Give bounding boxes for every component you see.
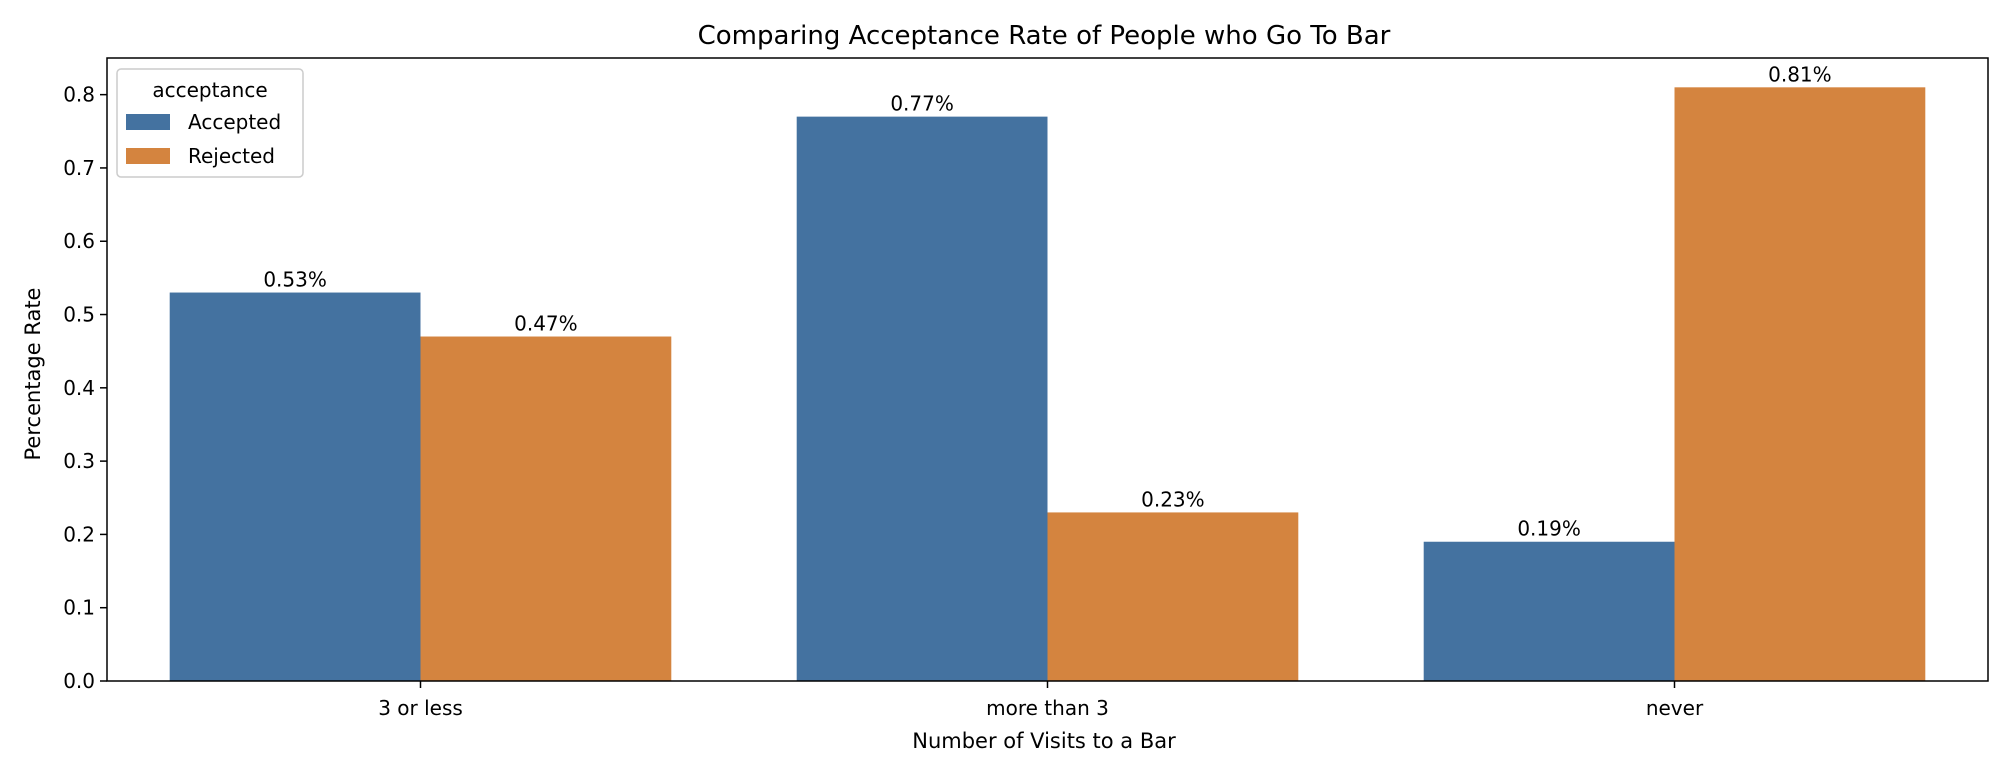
y-axis-label: Percentage Rate [21,288,45,461]
x-axis-label: Number of Visits to a Bar [912,729,1176,753]
x-tick-label: never [1646,696,1704,720]
bar-value-label: 0.19% [1517,517,1581,541]
y-tick-label: 0.3 [63,449,95,473]
y-tick-label: 0.6 [63,229,95,253]
x-tick-label: 3 or less [378,696,463,720]
bar-value-label: 0.23% [1141,487,1205,511]
bar-value-label: 0.47% [514,312,578,336]
bar-rejected-3 [1674,87,1926,682]
y-tick-label: 0.8 [63,83,95,107]
bar-accepted-2 [796,116,1048,681]
axes-frame [106,57,1989,682]
bar-value-label: 0.53% [263,268,327,292]
legend-swatch-rejected [126,148,170,164]
legend-swatch-accepted [126,114,170,130]
legend-items: Accepted Rejected [126,110,281,168]
legend-label-rejected: Rejected [188,144,275,168]
bar-rejected-2 [1047,512,1299,681]
plot-area: 0.53% 0.47% 3 or less 0.77% 0.23% more than 3… [63,57,1989,720]
bar-rejected-1 [420,336,672,681]
chart-title: Comparing Acceptance Rate of People who … [698,21,1391,51]
y-tick-label: 0.1 [63,596,95,620]
bar-accepted-3 [1423,541,1675,681]
legend: acceptance Accepted Rejected [116,68,304,178]
y-tick-label: 0.7 [63,156,95,180]
legend-label-accepted: Accepted [188,110,281,134]
bar-accepted-1 [169,292,421,681]
y-tick-label: 0.5 [63,303,95,327]
y-tick-label: 0.4 [63,376,95,400]
y-tick-label: 0.0 [63,669,95,693]
bar-value-label: 0.77% [890,92,954,116]
x-tick-label: more than 3 [986,696,1109,720]
y-tick-label: 0.2 [63,522,95,546]
legend-title: acceptance [152,78,267,102]
bar-value-label: 0.81% [1768,62,1832,86]
